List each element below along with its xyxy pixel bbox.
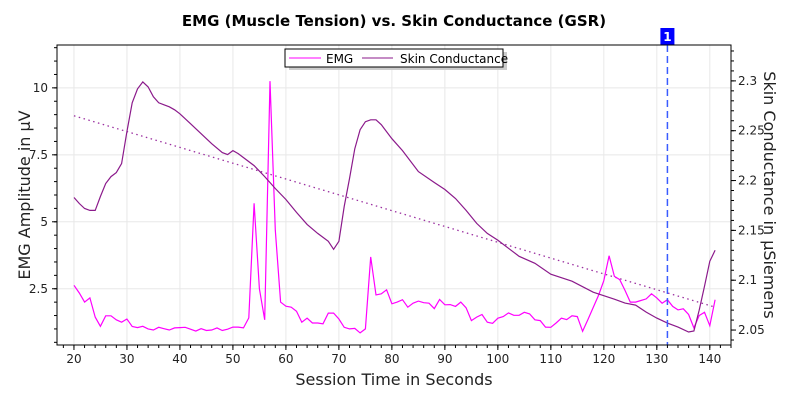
x-tick-label: 120	[592, 352, 615, 366]
y-axis-left-label: EMG Amplitude in µV	[15, 110, 34, 279]
y-right-tick-label: 2.25	[738, 124, 765, 138]
x-tick-label: 90	[437, 352, 452, 366]
axes: 20 30 40 50 60 70 80 90 100 110 120 130 140 2.5 5 7.5 10…	[29, 47, 765, 366]
x-tick-label: 80	[384, 352, 399, 366]
marker-layer: 1	[660, 28, 675, 345]
x-tick-label: 50	[225, 352, 240, 366]
y-right-tick-label: 2.05	[738, 323, 765, 337]
trend-line	[73, 115, 716, 308]
x-tick-label: 140	[698, 352, 721, 366]
y-left-tick-label: 10	[33, 81, 48, 95]
x-tick-label: 30	[119, 352, 134, 366]
y-right-tick-label: 2.2	[738, 174, 757, 188]
series-layer	[73, 81, 716, 334]
x-axis-label: Session Time in Seconds	[295, 370, 492, 389]
series-line-skin-conductance	[73, 81, 716, 333]
y-right-tick-label: 2.1	[738, 273, 757, 287]
x-tick-label: 70	[331, 352, 346, 366]
legend: EMG Skin Conductance	[284, 48, 508, 70]
y-right-tick-label: 2.15	[738, 223, 765, 237]
chart-title: EMG (Muscle Tension) vs. Skin Conductanc…	[182, 12, 606, 30]
legend-label-emg: EMG	[326, 52, 353, 66]
y-left-tick-label: 7.5	[29, 148, 48, 162]
legend-label-gsr: Skin Conductance	[400, 52, 508, 66]
x-tick-label: 130	[645, 352, 668, 366]
y-left-tick-label: 5	[40, 215, 48, 229]
x-tick-label: 100	[486, 352, 509, 366]
x-tick-label: 110	[539, 352, 562, 366]
grid	[57, 45, 731, 345]
marker-label-box	[660, 28, 675, 45]
x-tick-label: 40	[172, 352, 187, 366]
y-right-tick-label: 2.3	[738, 74, 757, 88]
trend-line-layer	[73, 115, 716, 308]
series-line-emg	[73, 81, 716, 334]
x-tick-label: 60	[278, 352, 293, 366]
x-tick-label: 20	[66, 352, 81, 366]
y-axis-right-label: Skin Conductance in µSiemens	[760, 71, 779, 318]
y-left-tick-label: 2.5	[29, 282, 48, 296]
marker-label: 1	[663, 30, 671, 44]
